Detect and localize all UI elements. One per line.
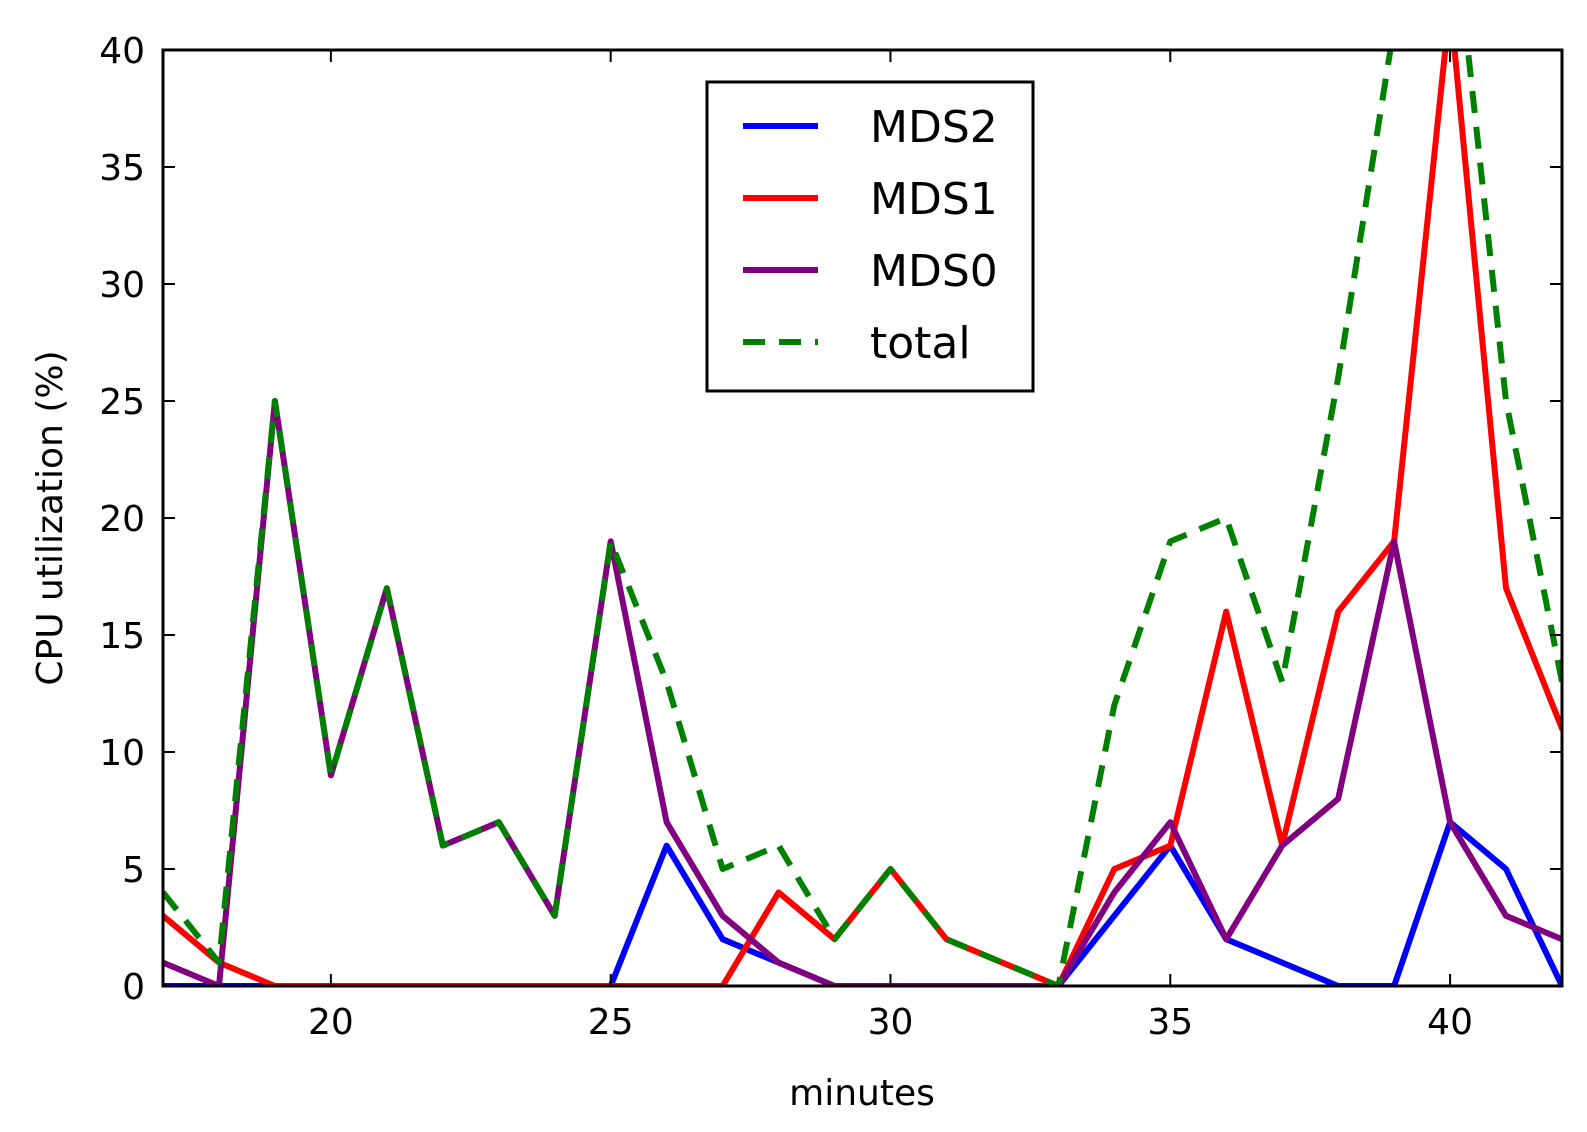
y-tick-label: 20 xyxy=(99,499,145,540)
x-tick-label: 40 xyxy=(1427,1002,1473,1043)
x-tick-label: 30 xyxy=(868,1002,914,1043)
x-tick-label: 25 xyxy=(588,1002,634,1043)
y-tick-label: 5 xyxy=(122,850,145,891)
series-line-mds2 xyxy=(163,819,1562,986)
y-tick-label: 35 xyxy=(99,148,145,189)
series-line-total xyxy=(163,50,1562,986)
x-tick-label: 35 xyxy=(1147,1002,1193,1043)
y-tick-label: 25 xyxy=(99,382,145,423)
y-tick-label: 15 xyxy=(99,616,145,657)
y-tick-label: 0 xyxy=(122,967,145,1008)
x-tick-label: 20 xyxy=(308,1002,354,1043)
legend-label-mds2: MDS2 xyxy=(870,102,998,153)
legend-label-total: total xyxy=(870,318,971,369)
y-tick-label: 10 xyxy=(99,733,145,774)
ticks-layer: 20 25 30 35 40 0 5 10 15 20 25 30 35 40 xyxy=(99,31,1562,1043)
legend-label-mds0: MDS0 xyxy=(870,246,998,297)
legend: MDS2 MDS1 MDS0 total xyxy=(705,80,1035,393)
y-tick-label: 30 xyxy=(99,265,145,306)
y-tick-label: 40 xyxy=(99,31,145,72)
x-axis-label: minutes xyxy=(789,1073,935,1114)
legend-label-mds1: MDS1 xyxy=(870,174,998,225)
y-axis-label: CPU utilization (%) xyxy=(30,350,71,685)
series-layer xyxy=(163,50,1562,986)
